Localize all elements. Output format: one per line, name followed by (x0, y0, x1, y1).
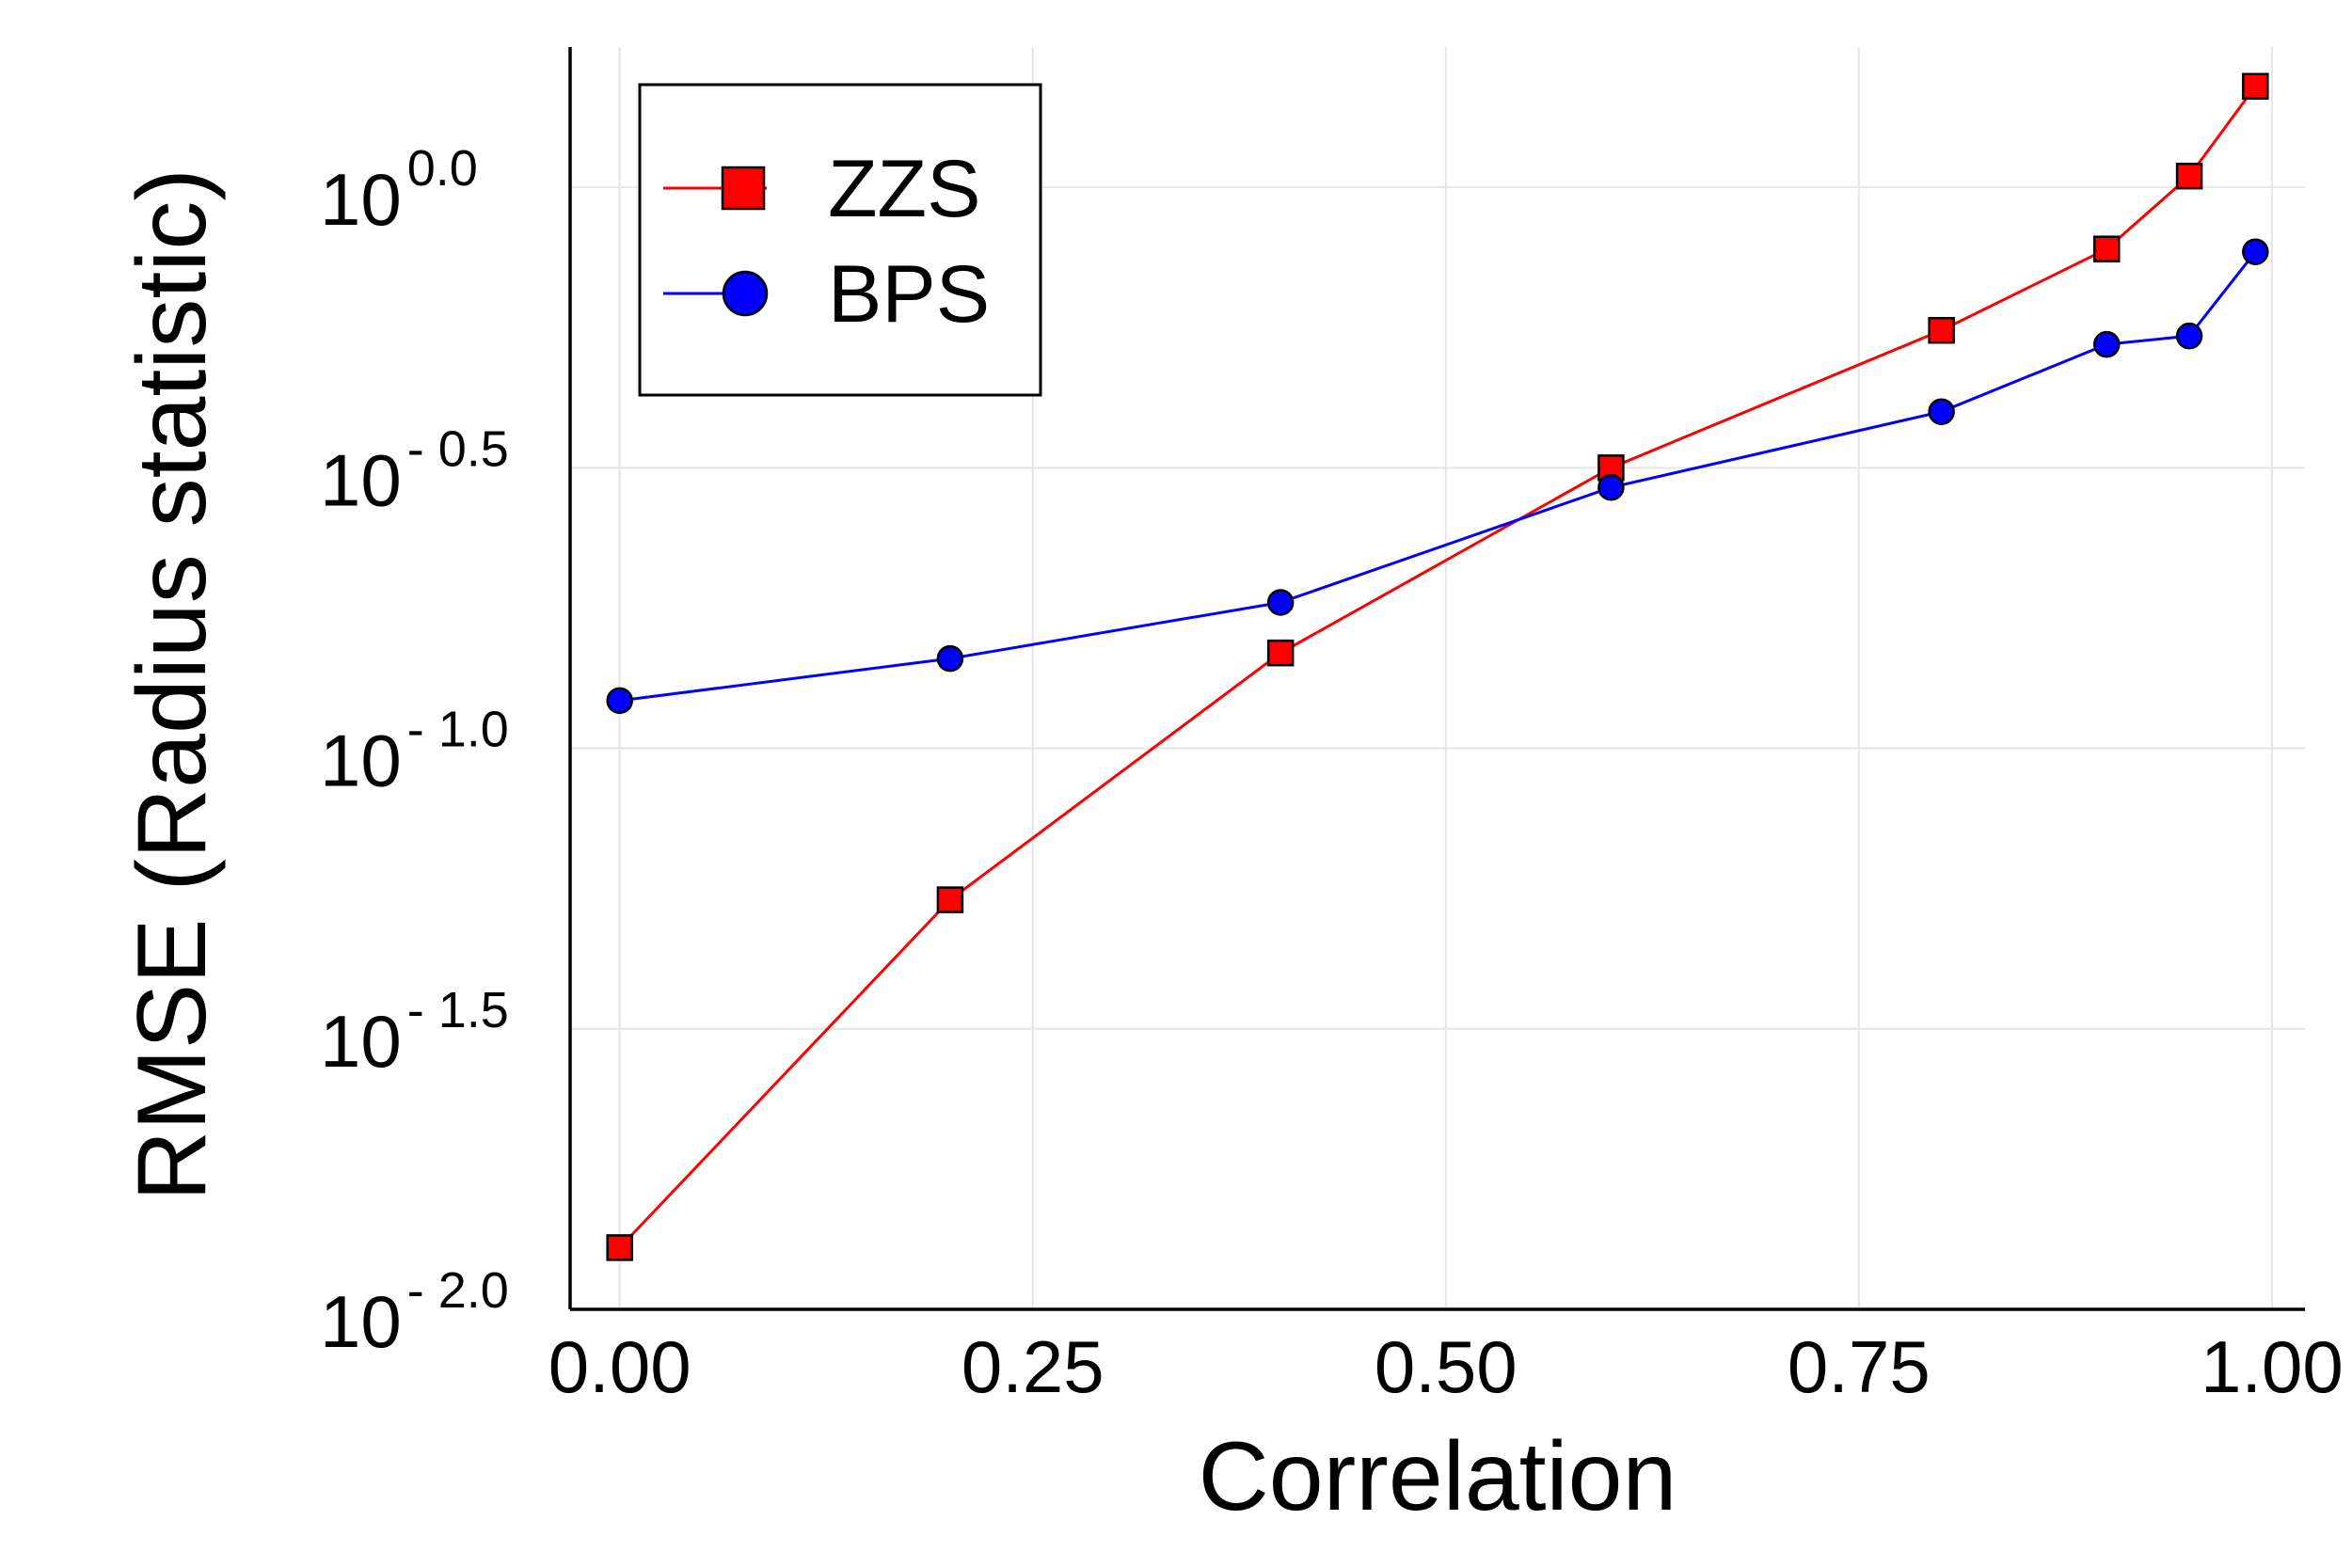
legend-label-bps: BPS (828, 249, 990, 340)
legend: ZZS BPS (638, 83, 1042, 397)
legend-label-zzs: ZZS (828, 144, 980, 234)
data-point-zzs (2093, 235, 2121, 262)
y-tick-label: 10- 2.0 (320, 1262, 509, 1363)
x-tick-label: 1.00 (2201, 1325, 2344, 1408)
axes (568, 47, 2305, 1311)
data-point-zzs (606, 1234, 633, 1261)
data-point-bps (2175, 322, 2203, 350)
data-point-zzs (1928, 316, 1955, 344)
y-axis-title: RMSE (Radius statistic) (118, 168, 227, 1201)
legend-marker-bps (722, 270, 769, 317)
data-point-zzs (1266, 639, 1295, 667)
y-tick-label: 10- 0.5 (320, 420, 509, 521)
x-tick-label: 0.50 (1375, 1325, 1518, 1408)
data-point-bps (606, 687, 633, 715)
x-tick-label: 0.75 (1788, 1325, 1931, 1408)
x-tick-label: 0.00 (548, 1325, 691, 1408)
data-point-zzs (2175, 162, 2203, 190)
data-point-bps (1597, 473, 1625, 501)
legend-marker-zzs (721, 166, 766, 211)
series-line-bps (619, 250, 2257, 703)
x-axis-title: Correlation (1199, 1422, 1677, 1531)
legend-box (638, 83, 1042, 397)
data-point-zzs (2242, 72, 2269, 101)
series-line-zzs (618, 85, 2257, 1249)
y-tick-label: 10 0.0 (320, 140, 478, 241)
tick-labels: 0.00 0.25 0.50 0.75 1.00 10 0.0 10- 0.5 10- 1.0 1… (320, 140, 2344, 1408)
data-point-bps (2093, 330, 2121, 358)
data-point-bps (1266, 589, 1295, 616)
data-point-zzs (936, 886, 964, 913)
x-tick-label: 0.25 (961, 1325, 1104, 1408)
data-point-bps (1928, 398, 1955, 425)
y-tick-label: 10- 1.0 (320, 702, 509, 802)
y-tick-label: 10- 1.5 (320, 982, 509, 1083)
data-series (606, 72, 2269, 1261)
data-point-bps (936, 644, 964, 673)
data-point-bps (2242, 238, 2269, 265)
